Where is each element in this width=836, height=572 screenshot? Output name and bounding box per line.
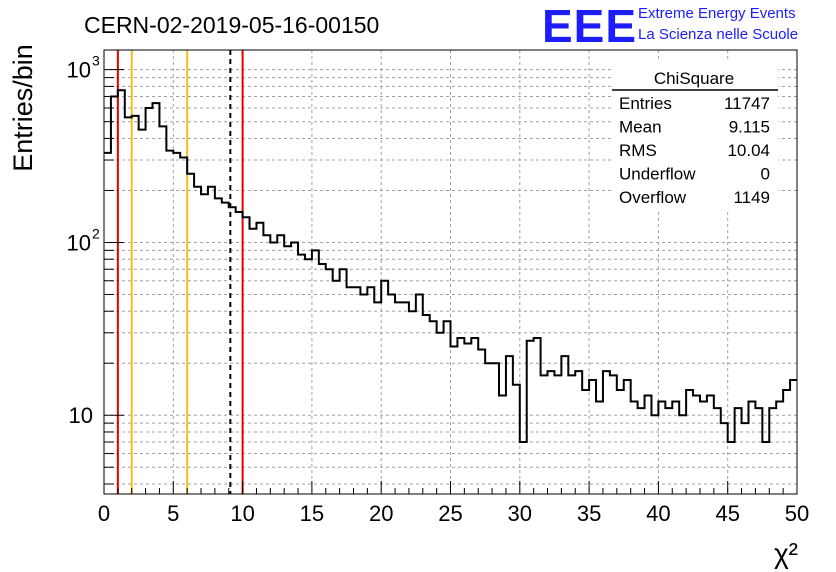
stats-label-overflow: Overflow [619, 188, 687, 207]
histogram-line [104, 89, 797, 443]
stats-label-mean: Mean [619, 118, 662, 137]
eee-logo-text: EEE [542, 0, 637, 52]
stats-box: ChiSquare Entries 11747 Mean 9.115 RMS 10.04 U… [612, 62, 778, 212]
y-tick-label-2: 10 [67, 58, 91, 83]
stats-box-bg [612, 62, 778, 212]
axis-ticks [103, 69, 798, 494]
eee-logo: EEE Extreme Energy Events La Scienza nel… [542, 0, 798, 52]
x-tick-label-3: 15 [300, 501, 324, 526]
x-tick-label-6: 30 [508, 501, 532, 526]
stats-box-title: ChiSquare [654, 69, 734, 88]
stats-value-entries: 11747 [724, 94, 770, 113]
x-tick-label-2: 10 [230, 501, 254, 526]
stats-label-rms: RMS [619, 141, 657, 160]
y-tick-label-0: 10 [69, 403, 93, 428]
x-tick-label-10: 50 [785, 501, 809, 526]
stats-label-underflow: Underflow [619, 165, 696, 184]
x-tick-label-8: 40 [646, 501, 670, 526]
x-tick-label-0: 0 [98, 501, 110, 526]
y-axis-label: Entries/bin [8, 44, 38, 172]
stats-value-overflow: 1149 [733, 188, 770, 207]
y-tick-label-exp-1: 2 [92, 225, 100, 241]
stats-label-entries: Entries [619, 94, 672, 113]
x-tick-label-7: 35 [577, 501, 601, 526]
stats-rows: Entries 11747 Mean 9.115 RMS 10.04 Underflow 0 O… [619, 94, 770, 207]
x-tick-label-4: 20 [369, 501, 393, 526]
run-title: CERN-02-2019-05-16-00150 [84, 12, 379, 38]
eee-logo-line2: La Scienza nelle Scuole [638, 26, 798, 43]
stats-value-mean: 9.115 [729, 118, 770, 137]
y-tick-label-1: 10 [67, 230, 91, 255]
eee-logo-line1: Extreme Energy Events [638, 5, 796, 22]
marker-lines [116, 50, 244, 494]
stats-value-rms: 10.04 [727, 141, 770, 160]
y-tick-label-exp-2: 3 [92, 53, 100, 69]
x-tick-label-9: 45 [715, 501, 739, 526]
x-tick-label-1: 5 [167, 501, 179, 526]
x-tick-labels: 0 5 10 15 20 25 30 35 40 45 50 [98, 501, 809, 526]
x-tick-label-5: 25 [438, 501, 462, 526]
stats-value-underflow: 0 [761, 165, 770, 184]
x-axis-label: χ² [774, 538, 798, 569]
